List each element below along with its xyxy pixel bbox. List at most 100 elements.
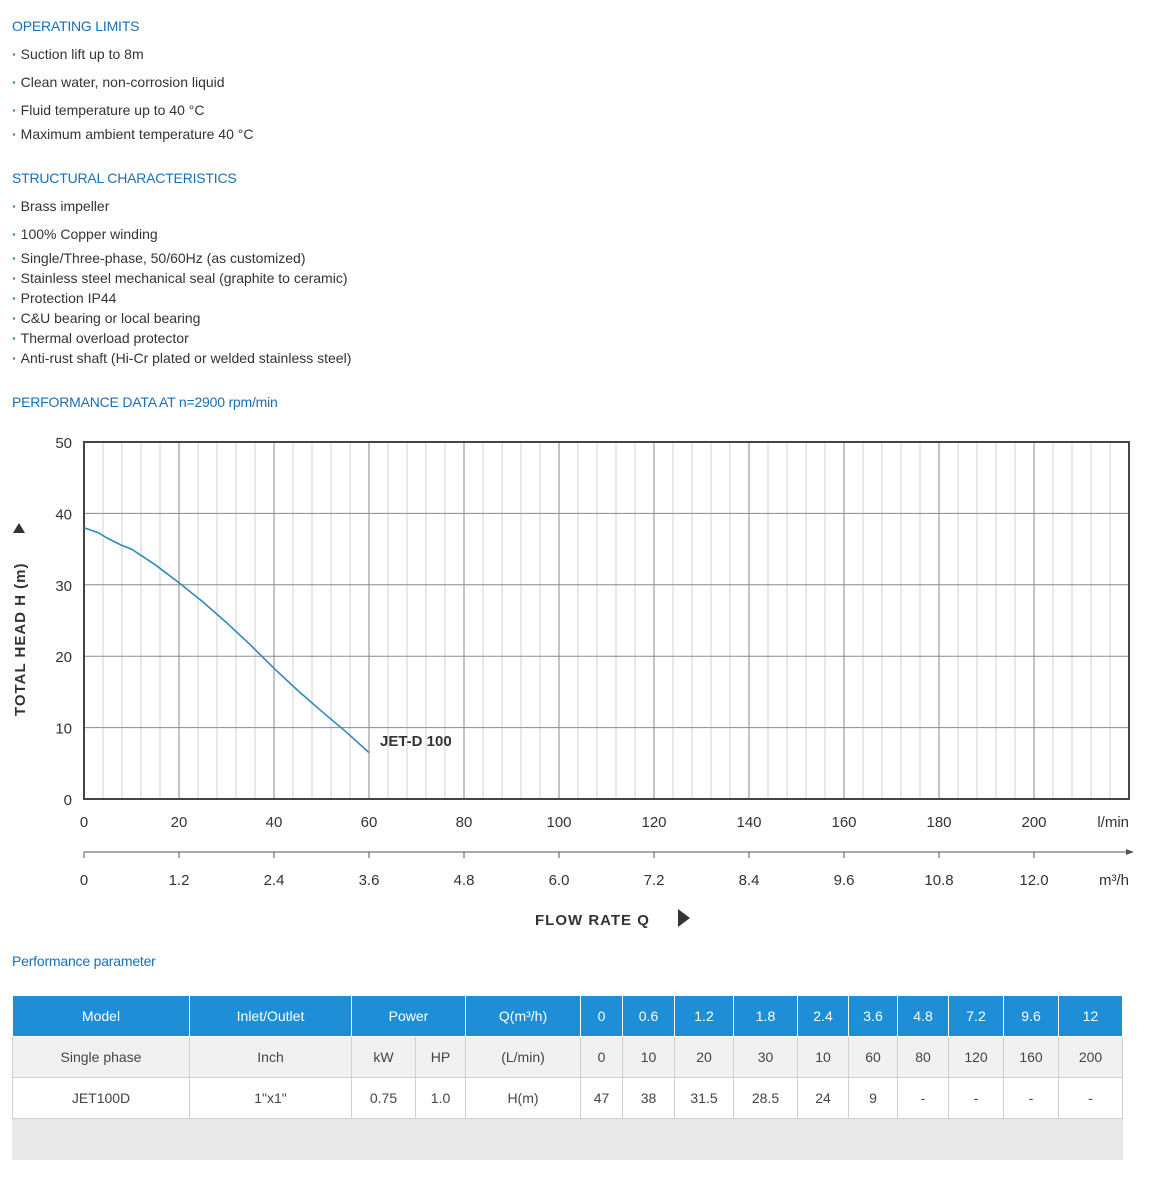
x2-tick-label: 1.2	[169, 872, 190, 889]
table-cell: 38	[622, 1077, 675, 1119]
header-cell: 9.6	[1003, 995, 1059, 1037]
table-cell: 31.5	[674, 1077, 734, 1119]
header-cell: Inlet/Outlet	[189, 995, 352, 1037]
operating-limits-title: OPERATING LIMITS	[12, 18, 140, 34]
x-tick-label: 80	[456, 814, 473, 831]
up-arrow-icon	[13, 523, 25, 533]
x-tick-label: 40	[266, 814, 283, 831]
performance-title: PERFORMANCE DATA AT n=2900 rpm/min	[12, 394, 278, 410]
x2-tick-label: 0	[80, 872, 88, 889]
table-cell: 1.0	[415, 1077, 466, 1119]
table-cell	[12, 1118, 1123, 1160]
header-cell: 4.8	[897, 995, 949, 1037]
axis-arrow-icon	[1126, 849, 1134, 855]
series-line-jet-d-100	[83, 526, 370, 754]
list-item: Stainless steel mechanical seal (graphit…	[12, 270, 348, 286]
x2-tick-label: 4.8	[454, 872, 475, 889]
structural-title: STRUCTURAL CHARACTERISTICS	[12, 170, 237, 186]
x-tick-label: 100	[546, 814, 571, 831]
header-cell: 1.2	[674, 995, 734, 1037]
table-cell: 30	[733, 1036, 798, 1078]
table-cell: -	[1058, 1077, 1123, 1119]
table-cell: 160	[1003, 1036, 1059, 1078]
table-row-empty	[12, 1118, 1123, 1160]
table-header-row: Model Inlet/Outlet Power Q(m³/h) 0 0.6 1…	[12, 995, 1123, 1037]
y-tick-label: 30	[55, 578, 72, 595]
table-cell: HP	[415, 1036, 466, 1078]
y-tick-label: 10	[55, 721, 72, 738]
table-cell: 24	[797, 1077, 849, 1119]
table-cell: -	[948, 1077, 1004, 1119]
x-tick-label: 140	[736, 814, 761, 831]
header-cell: Model	[12, 995, 190, 1037]
header-cell: 0.6	[622, 995, 675, 1037]
table-cell: H(m)	[465, 1077, 581, 1119]
table-cell: 10	[622, 1036, 675, 1078]
x2-tick-label: 7.2	[644, 872, 665, 889]
x2-tick-label: 9.6	[834, 872, 855, 889]
table-cell: 0	[580, 1036, 623, 1078]
header-cell: 3.6	[848, 995, 898, 1037]
x-tick-label: 20	[171, 814, 188, 831]
performance-table: Model Inlet/Outlet Power Q(m³/h) 0 0.6 1…	[12, 995, 1123, 1160]
table-cell: 0.75	[351, 1077, 416, 1119]
table-cell: JET100D	[12, 1077, 190, 1119]
header-cell: Q(m³/h)	[465, 995, 581, 1037]
x-tick-label: 180	[926, 814, 951, 831]
y-tick-label: 50	[55, 435, 72, 452]
table-cell: 1"x1"	[189, 1077, 352, 1119]
table-cell: 10	[797, 1036, 849, 1078]
y-tick-label: 40	[55, 506, 72, 523]
y-tick-label: 0	[64, 792, 72, 809]
table-row: JET100D 1"x1" 0.75 1.0 H(m) 47 38 31.5 2…	[12, 1077, 1123, 1119]
table-cell: 80	[897, 1036, 949, 1078]
header-cell: Power	[351, 995, 466, 1037]
x2-tick-label: 10.8	[924, 872, 953, 889]
table-cell: Inch	[189, 1036, 352, 1078]
list-item: Brass impeller	[12, 198, 110, 214]
x2-tick-label: 8.4	[739, 872, 760, 889]
list-item: C&U bearing or local bearing	[12, 310, 201, 326]
series-label: JET-D 100	[380, 733, 452, 750]
x2-tick-label: 6.0	[549, 872, 570, 889]
x2-tick-label: 2.4	[264, 872, 285, 889]
x2-tick-label: 12.0	[1019, 872, 1048, 889]
list-item: Single/Three-phase, 50/60Hz (as customiz…	[12, 250, 306, 266]
header-cell: 0	[580, 995, 623, 1037]
list-item: Maximum ambient temperature 40 °C	[12, 126, 254, 142]
x-tick-label: 0	[80, 814, 88, 831]
table-cell: -	[1003, 1077, 1059, 1119]
x2-unit-label: m³/h	[1099, 872, 1129, 889]
header-cell: 12	[1058, 995, 1123, 1037]
table-cell: 47	[580, 1077, 623, 1119]
x-unit-label: l/min	[1097, 814, 1129, 831]
list-item: 100% Copper winding	[12, 226, 158, 242]
table-cell: 200	[1058, 1036, 1123, 1078]
performance-chart: 0 10 20 30 40 50 0 20 40 60 80 100 120 140 160 180 200 l…	[12, 435, 1134, 929]
list-item: Thermal overload protector	[12, 330, 189, 346]
x-axis-title-group: FLOW RATE Q	[535, 909, 690, 929]
x-tick-label: 200	[1021, 814, 1046, 831]
table-cell: kW	[351, 1036, 416, 1078]
table-cell: 28.5	[733, 1077, 798, 1119]
table-cell: 60	[848, 1036, 898, 1078]
y-axis-title: TOTAL HEAD H (m)	[12, 563, 29, 717]
table-cell: 20	[674, 1036, 734, 1078]
list-item: Suction lift up to 8m	[12, 46, 144, 62]
x-tick-label: 60	[361, 814, 378, 831]
table-row: Single phase Inch kW HP (L/min) 0 10 20 …	[12, 1036, 1123, 1078]
list-item: Fluid temperature up to 40 °C	[12, 102, 205, 118]
table-cell: Single phase	[12, 1036, 190, 1078]
plot-frame	[83, 441, 1130, 800]
y-tick-label: 20	[55, 649, 72, 666]
y-axis-title-group: TOTAL HEAD H (m)	[12, 523, 29, 716]
x2-tick-label: 3.6	[359, 872, 380, 889]
x-axis-title: FLOW RATE Q	[535, 912, 650, 929]
right-arrow-icon	[678, 909, 690, 927]
x-tick-label: 160	[831, 814, 856, 831]
table-cell: (L/min)	[465, 1036, 581, 1078]
list-item: Clean water, non-corrosion liquid	[12, 74, 225, 90]
list-item: Protection IP44	[12, 290, 117, 306]
table-cell: 9	[848, 1077, 898, 1119]
x-tick-label: 120	[641, 814, 666, 831]
